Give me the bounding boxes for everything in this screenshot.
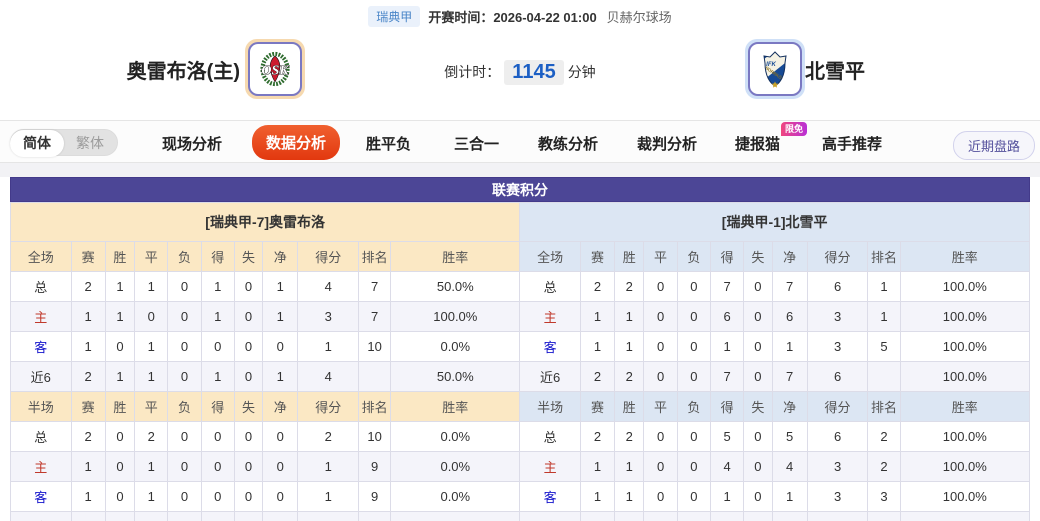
svg-text:OSK: OSK [261,64,290,79]
